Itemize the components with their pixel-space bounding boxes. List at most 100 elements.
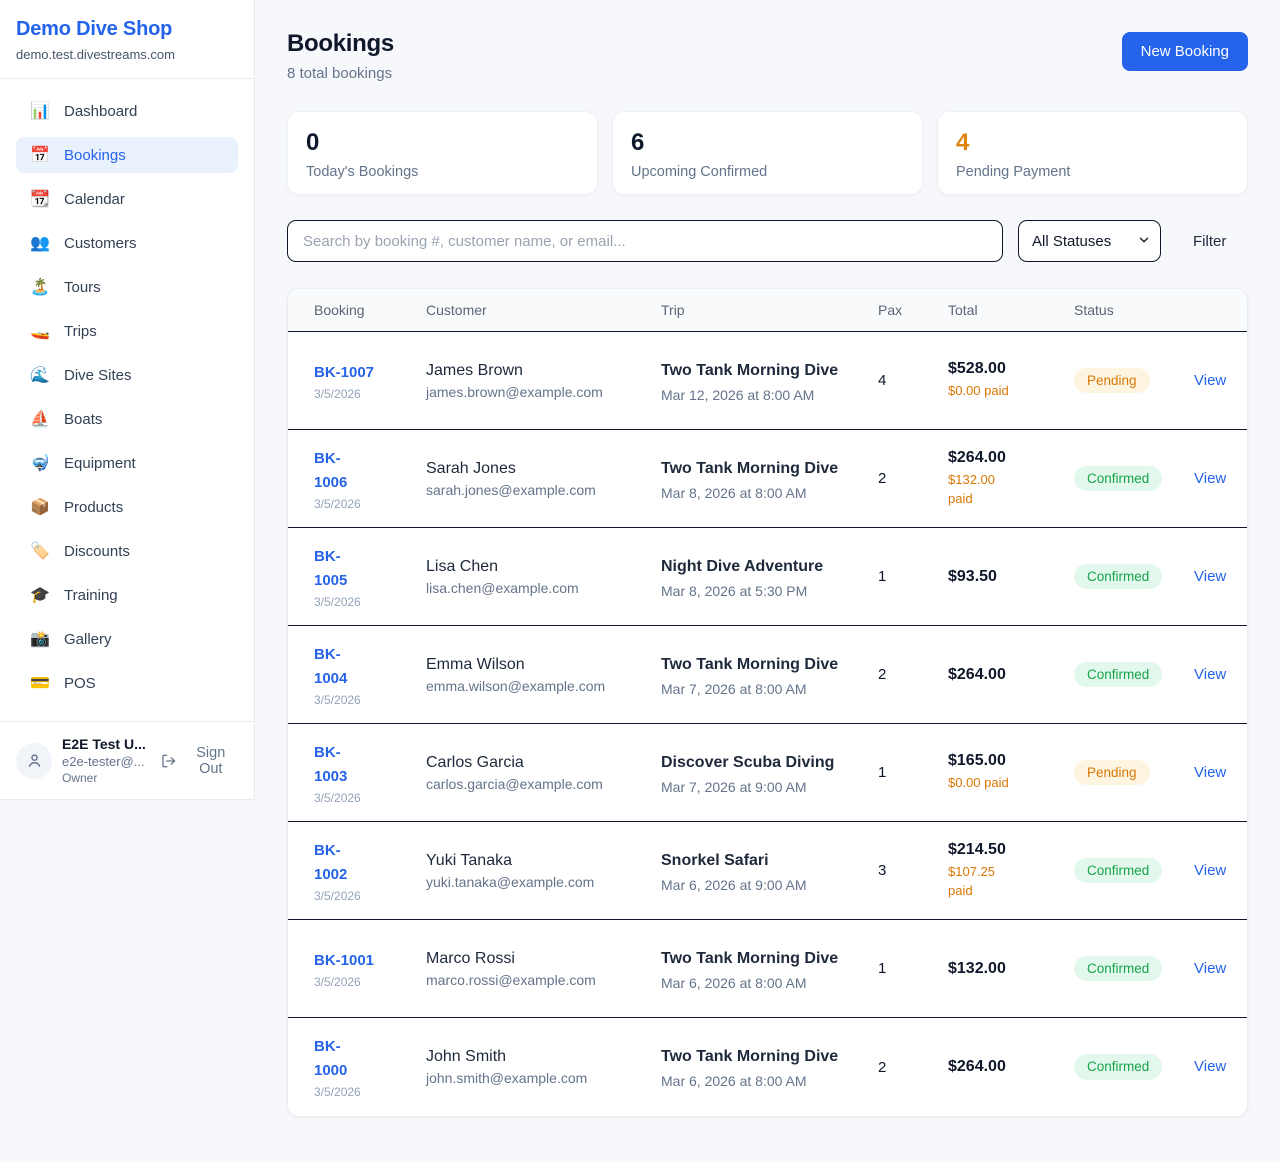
sidebar-item-label: POS	[64, 674, 96, 692]
customer-name: Yuki Tanaka	[426, 851, 512, 869]
total-cell: $132.00	[948, 960, 1074, 978]
sidebar-item-bookings[interactable]: 📅 Bookings	[16, 137, 238, 173]
sidebar-item-pos[interactable]: 💳 POS	[16, 665, 238, 701]
view-link[interactable]: View	[1194, 1058, 1227, 1075]
sidebar-item-label: Training	[64, 586, 118, 604]
user-role: Owner	[62, 771, 98, 785]
new-booking-button[interactable]: New Booking	[1121, 32, 1248, 71]
total-cell: $165.00 $0.00 paid	[948, 752, 1074, 793]
total-cell: $93.50	[948, 568, 1074, 586]
sidebar-item-trips[interactable]: 🚤 Trips	[16, 313, 238, 349]
customer-name: Lisa Chen	[426, 557, 499, 575]
sidebar-item-discounts[interactable]: 🏷️ Discounts	[16, 533, 238, 569]
status-badge: Confirmed	[1074, 1054, 1163, 1080]
status-badge: Confirmed	[1074, 465, 1163, 492]
actions-cell: View	[1194, 372, 1226, 390]
sidebar-item-label: Dive Sites	[64, 366, 132, 384]
sidebar-item-label: Tours	[64, 278, 101, 296]
people-icon: 👥	[30, 235, 50, 252]
total-cell: $264.00	[948, 666, 1074, 684]
sidebar-item-equipment[interactable]: 🤿 Equipment	[16, 445, 238, 481]
status-badge: Confirmed	[1074, 955, 1163, 982]
booking-cell: BK-1001 3/5/2026	[314, 949, 426, 989]
tag-icon: 🏷️	[30, 543, 50, 560]
table-row: BK- 1004 3/5/2026 Emma Wilson emma.wilso…	[288, 626, 1247, 724]
customer-name: Marco Rossi	[426, 949, 515, 967]
trip-cell: Night Dive Adventure Mar 8, 2026 at 5:30…	[661, 555, 878, 599]
sidebar-user-footer: E2E Test U... e2e-tester@... Owner Sign …	[0, 721, 254, 799]
user-email: e2e-tester@...	[62, 754, 145, 769]
trip-cell: Two Tank Morning Dive Mar 6, 2026 at 8:0…	[661, 1045, 878, 1089]
customer-email: john.smith@example.com	[426, 1070, 588, 1086]
booking-id-link[interactable]: BK- 1000	[314, 1038, 348, 1079]
sidebar-item-label: Equipment	[64, 454, 136, 472]
trip-name: Discover Scuba Diving	[661, 753, 835, 771]
stat-card-pending-payment: 4 Pending Payment	[937, 111, 1248, 195]
sidebar-item-label: Bookings	[64, 146, 126, 164]
sidebar-item-gallery[interactable]: 📸 Gallery	[16, 621, 238, 657]
actions-cell: View	[1194, 960, 1226, 978]
status-badge: Confirmed	[1074, 563, 1163, 590]
view-link[interactable]: View	[1194, 861, 1227, 879]
view-link[interactable]: View	[1194, 665, 1227, 683]
page-header: Bookings 8 total bookings New Booking	[287, 30, 1248, 82]
booking-id-link[interactable]: BK- 1006	[314, 449, 348, 491]
sidebar-item-label: Trips	[64, 322, 97, 340]
total-amount: $214.50	[948, 840, 1006, 858]
booking-id-link[interactable]: BK- 1002	[314, 841, 348, 883]
wave-icon: 🌊	[30, 367, 50, 384]
trip-cell: Two Tank Morning Dive Mar 7, 2026 at 8:0…	[661, 653, 878, 697]
logout-icon	[162, 754, 176, 767]
booking-id-link[interactable]: BK- 1004	[314, 645, 348, 687]
view-link[interactable]: View	[1194, 763, 1227, 781]
pax-count: 2	[878, 666, 887, 683]
trip-datetime: Mar 6, 2026 at 8:00 AM	[661, 1073, 807, 1089]
sidebar-item-dive-sites[interactable]: 🌊 Dive Sites	[16, 357, 238, 393]
view-link[interactable]: View	[1194, 469, 1227, 487]
booking-created-date: 3/5/2026	[314, 974, 361, 989]
view-link[interactable]: View	[1194, 567, 1227, 585]
page-subtitle: 8 total bookings	[287, 65, 393, 82]
status-cell: Confirmed	[1074, 857, 1194, 884]
view-link[interactable]: View	[1194, 371, 1227, 389]
sidebar-item-products[interactable]: 📦 Products	[16, 489, 238, 525]
credit-card-icon: 💳	[30, 675, 50, 692]
status-cell: Confirmed	[1074, 661, 1194, 688]
booking-id-link[interactable]: BK-1001	[314, 951, 375, 969]
sidebar-item-label: Discounts	[64, 542, 130, 560]
booking-id-link[interactable]: BK-1007	[314, 363, 375, 381]
sidebar-item-tours[interactable]: 🏝️ Tours	[16, 269, 238, 305]
status-select[interactable]: All Statuses	[1018, 220, 1161, 262]
paid-amount: $107.25 paid	[948, 863, 995, 898]
total-amount: $264.00	[948, 1058, 1006, 1075]
sidebar-item-calendar[interactable]: 📆 Calendar	[16, 181, 238, 217]
sidebar-item-customers[interactable]: 👥 Customers	[16, 225, 238, 261]
search-input[interactable]	[287, 220, 1003, 262]
brand-domain: demo.test.divestreams.com	[16, 47, 175, 62]
booking-created-date: 3/5/2026	[314, 888, 361, 903]
booking-id-link[interactable]: BK- 1005	[314, 547, 348, 589]
sidebar-item-training[interactable]: 🎓 Training	[16, 577, 238, 613]
customer-cell: Carlos Garcia carlos.garcia@example.com	[426, 754, 661, 792]
actions-cell: View	[1194, 470, 1226, 488]
trip-datetime: Mar 6, 2026 at 8:00 AM	[661, 974, 807, 991]
actions-cell: View	[1194, 666, 1226, 684]
sign-out-button[interactable]: Sign Out	[161, 745, 238, 777]
customer-name: Carlos Garcia	[426, 753, 524, 771]
sidebar-item-boats[interactable]: ⛵ Boats	[16, 401, 238, 437]
table-row: BK-1007 3/5/2026 James Brown james.brown…	[288, 332, 1247, 430]
user-info: E2E Test U... e2e-tester@... Owner	[62, 736, 151, 785]
customer-cell: Yuki Tanaka yuki.tanaka@example.com	[426, 852, 661, 890]
view-link[interactable]: View	[1194, 959, 1227, 977]
brand-name: Demo Dive Shop	[16, 18, 173, 40]
booking-cell: BK- 1005 3/5/2026	[314, 545, 426, 609]
avatar	[16, 742, 52, 779]
island-icon: 🏝️	[30, 279, 50, 296]
trip-name: Two Tank Morning Dive	[661, 1048, 839, 1065]
total-amount: $528.00	[948, 360, 1006, 378]
booking-id-link[interactable]: BK- 1003	[314, 743, 348, 785]
sidebar-item-dashboard[interactable]: 📊 Dashboard	[16, 93, 238, 129]
actions-cell: View	[1194, 764, 1226, 782]
filter-label: Filter	[1193, 232, 1227, 250]
total-cell: $528.00 $0.00 paid	[948, 360, 1074, 401]
